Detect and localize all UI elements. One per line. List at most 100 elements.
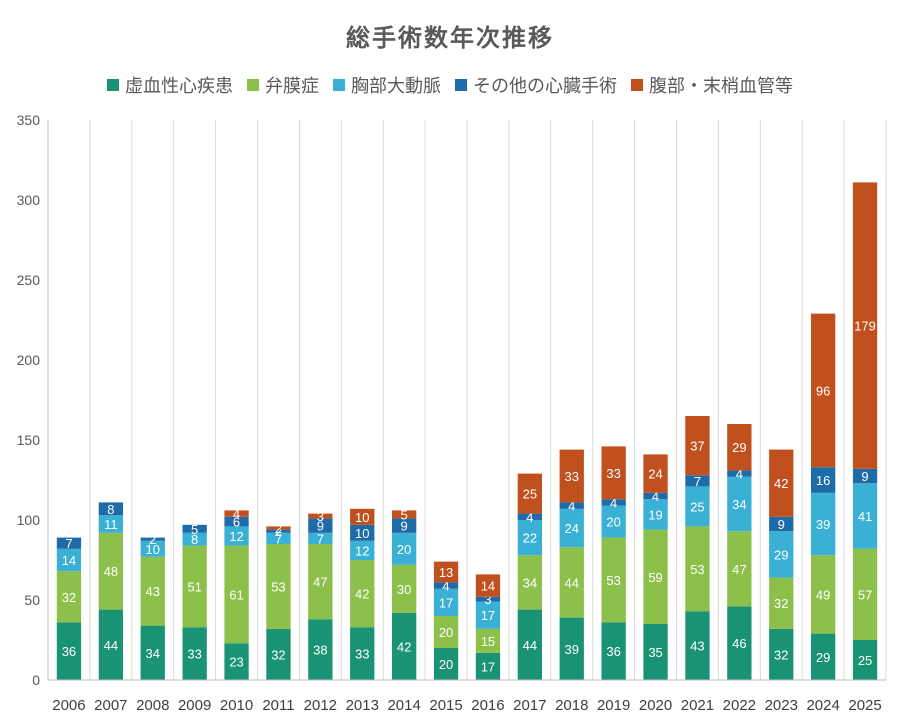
bar-segment <box>98 502 124 516</box>
bar-segment <box>810 492 836 556</box>
data-label: 39 <box>565 642 579 657</box>
y-tick-label: 0 <box>32 672 40 688</box>
bar-segment <box>266 628 291 680</box>
data-label: 30 <box>397 582 411 597</box>
data-label: 39 <box>816 517 830 532</box>
data-label: 24 <box>565 521 579 536</box>
data-label: 9 <box>401 519 408 534</box>
bar-segment <box>224 516 249 527</box>
chart-title: 総手術数年次推移 <box>346 24 554 52</box>
x-tick-label: 2024 <box>806 697 839 714</box>
bar-segment <box>140 537 165 541</box>
data-label: 5 <box>191 522 198 537</box>
bar-segment <box>643 492 668 500</box>
x-tick-label: 2018 <box>555 697 588 714</box>
bar-segment <box>350 540 375 560</box>
data-label: 32 <box>271 647 285 662</box>
y-tick-label: 150 <box>17 432 41 448</box>
bar-segment <box>517 520 543 556</box>
bar-segment <box>517 609 543 680</box>
bar-segment <box>475 628 501 653</box>
bar-segment <box>601 499 626 506</box>
bar-segment <box>98 515 124 533</box>
bar-segment <box>685 611 710 680</box>
legend-swatch <box>107 79 119 91</box>
bar-segment <box>56 571 82 623</box>
data-label: 14 <box>62 553 76 568</box>
data-label: 34 <box>146 646 160 661</box>
bar-segment <box>224 526 249 546</box>
bar-segment <box>433 616 459 648</box>
bar-segment <box>433 582 459 589</box>
bar-segment <box>769 628 794 680</box>
legend-label: 腹部・末梢血管等 <box>649 76 793 97</box>
data-label: 37 <box>690 439 704 454</box>
bar-segment <box>308 532 333 544</box>
legend-item: 弁膜症 <box>247 72 319 98</box>
x-tick-label: 2020 <box>639 697 672 714</box>
bar-segment <box>643 529 668 624</box>
bar-segment <box>56 622 82 680</box>
data-label: 10 <box>146 542 160 557</box>
data-label: 4 <box>442 579 449 594</box>
bar-segment <box>559 502 584 509</box>
data-label: 20 <box>439 625 453 640</box>
bar-segment <box>769 449 794 517</box>
legend-swatch <box>455 79 467 91</box>
legend-swatch <box>631 79 643 91</box>
data-label: 35 <box>648 645 662 660</box>
data-label: 4 <box>233 507 240 522</box>
bar-segment <box>727 476 752 532</box>
data-label: 10 <box>355 526 369 541</box>
data-label: 53 <box>271 579 285 594</box>
bar-segment <box>475 574 501 597</box>
data-label: 57 <box>858 587 872 602</box>
bar-segment <box>727 606 752 680</box>
y-tick-label: 100 <box>17 512 41 528</box>
data-label: 53 <box>606 573 620 588</box>
data-label: 20 <box>397 542 411 557</box>
bar-segment <box>140 540 165 557</box>
bar-segment <box>224 545 249 644</box>
data-label: 11 <box>104 517 118 532</box>
data-label: 47 <box>313 575 327 590</box>
bar-segment <box>433 588 459 616</box>
bar-segment <box>643 454 668 493</box>
bar-segment <box>810 467 836 493</box>
data-label: 53 <box>690 562 704 577</box>
bar-segment <box>308 518 333 533</box>
bar-segment <box>810 633 836 680</box>
data-label: 4 <box>652 489 659 504</box>
legend-label: 弁膜症 <box>265 76 319 97</box>
data-label: 32 <box>774 596 788 611</box>
data-label: 36 <box>62 644 76 659</box>
x-tick-label: 2010 <box>220 697 253 714</box>
bar-segment <box>559 547 584 618</box>
bar-segment <box>433 561 459 583</box>
data-label: 33 <box>355 647 369 662</box>
bar-segment <box>308 619 333 680</box>
bar-segment <box>182 627 207 680</box>
bar-segment <box>182 545 207 628</box>
bar-segment <box>643 624 668 680</box>
data-label: 25 <box>523 487 537 502</box>
bar-segment <box>475 601 501 629</box>
bar-segment <box>391 518 417 533</box>
data-label: 7 <box>65 536 72 551</box>
x-tick-label: 2009 <box>178 697 211 714</box>
bar-segment <box>391 510 417 519</box>
data-label: 33 <box>606 466 620 481</box>
data-label: 12 <box>229 529 243 544</box>
bar-segment <box>475 652 501 680</box>
data-label: 32 <box>774 647 788 662</box>
data-label: 42 <box>355 587 369 602</box>
bar-segment <box>685 526 710 612</box>
bar-segment <box>852 182 878 469</box>
data-label: 34 <box>523 575 537 590</box>
data-label: 33 <box>187 647 201 662</box>
bar-segment <box>810 313 836 468</box>
x-tick-label: 2022 <box>723 697 756 714</box>
data-label: 4 <box>610 495 617 510</box>
bar-segment <box>182 532 207 546</box>
